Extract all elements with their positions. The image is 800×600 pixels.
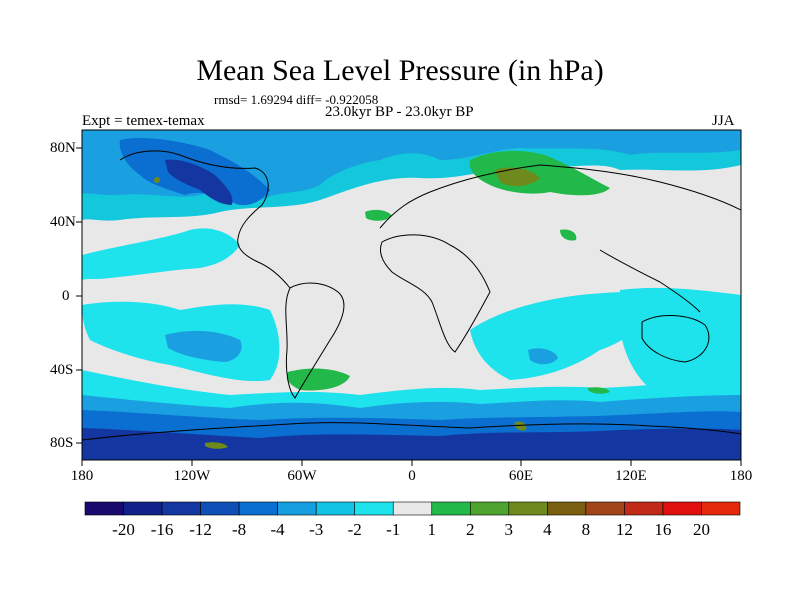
colorbar (84, 501, 741, 516)
colorbar-label: -4 (270, 520, 285, 539)
antarctica-coast (82, 422, 741, 441)
australia-cyan (620, 287, 741, 400)
colorbar-label: 8 (581, 520, 591, 539)
chart-title: Mean Sea Level Pressure (in hPa) (196, 54, 604, 87)
colorbar-label: 1 (427, 520, 437, 539)
lat-label-40s: 40S (50, 362, 74, 378)
lon-label-120e: 120E (615, 468, 647, 484)
south-pacific-blue (165, 330, 242, 362)
colorbar-label: 20 (693, 520, 710, 539)
colorbar-swatch (431, 501, 471, 516)
europe-green (365, 209, 392, 221)
north-pacific-cyan (82, 228, 240, 280)
ross-olive (205, 442, 228, 449)
canada-dark-blue (165, 159, 233, 205)
colorbar-swatch (84, 501, 124, 516)
colorbar-label: 3 (504, 520, 514, 539)
siberia-olive (495, 167, 540, 187)
colorbar-swatch (547, 501, 587, 516)
africa-coast (379, 234, 491, 353)
colorbar-swatch (469, 501, 510, 516)
lon-label-0: 0 (408, 468, 416, 484)
colorbar-label: 12 (615, 520, 633, 539)
colorbar-label: -8 (232, 520, 247, 539)
colorbar-swatch (123, 501, 163, 516)
colorbar-swatch (200, 501, 240, 516)
alaska-olive (154, 177, 160, 183)
colorbar-swatch (585, 501, 625, 516)
colorbar-label: -2 (347, 520, 362, 539)
lon-label-120w: 120W (173, 468, 211, 484)
indian-ocean-cyan (470, 291, 660, 380)
lon-label-60e: 60E (508, 468, 534, 484)
axis-ticks (76, 147, 742, 466)
south-america-coast (285, 282, 345, 399)
indian-ocean-blue (528, 348, 558, 365)
eurasia-coast (379, 164, 741, 313)
colorbar-swatch (161, 501, 201, 516)
australia-coast (641, 315, 710, 363)
lat-label-40n: 40N (50, 214, 76, 230)
colorbar-label: -20 (112, 520, 135, 539)
siberia-green (469, 150, 610, 196)
lat-label-80s: 80S (50, 435, 74, 451)
coastlines (82, 150, 741, 441)
antarctic-dark-blue (82, 428, 741, 460)
colorbar-label: -12 (189, 520, 212, 539)
colorbar-swatch (508, 501, 548, 516)
colorbar-swatch (354, 501, 394, 516)
stats-text: rmsd= 1.69294 diff= -0.922058 (214, 92, 379, 107)
colorbar-label: 16 (654, 520, 672, 539)
indian-green (588, 387, 610, 394)
experiment-label: Expt = temex-temax (82, 113, 205, 129)
time-range-text: 23.0kyr BP - 23.0kyr BP (325, 104, 474, 120)
lon-label-180e: 180 (729, 468, 753, 484)
colorbar-swatch (277, 501, 317, 516)
mideast-green (560, 229, 577, 241)
lat-label-0: 0 (62, 288, 70, 304)
colorbar-label: -3 (309, 520, 324, 539)
colorbar-swatch (662, 501, 702, 516)
lon-label-180w: 180 (70, 468, 94, 484)
north-america-coast (119, 150, 291, 289)
colorbar-label: 2 (466, 520, 475, 539)
colorbar-swatch (392, 501, 433, 516)
lon-label-60w: 60W (287, 468, 317, 484)
season-label: JJA (712, 113, 735, 129)
colorbar-swatch (701, 501, 741, 516)
colorbar-swatch (624, 501, 664, 516)
colorbar-label: -16 (150, 520, 174, 539)
antarctic-olive (514, 421, 527, 431)
colorbar-label: 4 (543, 520, 552, 539)
colorbar-swatch (315, 501, 356, 516)
colorbar-label: -1 (386, 520, 401, 539)
colorbar-swatch (238, 501, 278, 516)
lat-label-80n: 80N (50, 140, 76, 156)
